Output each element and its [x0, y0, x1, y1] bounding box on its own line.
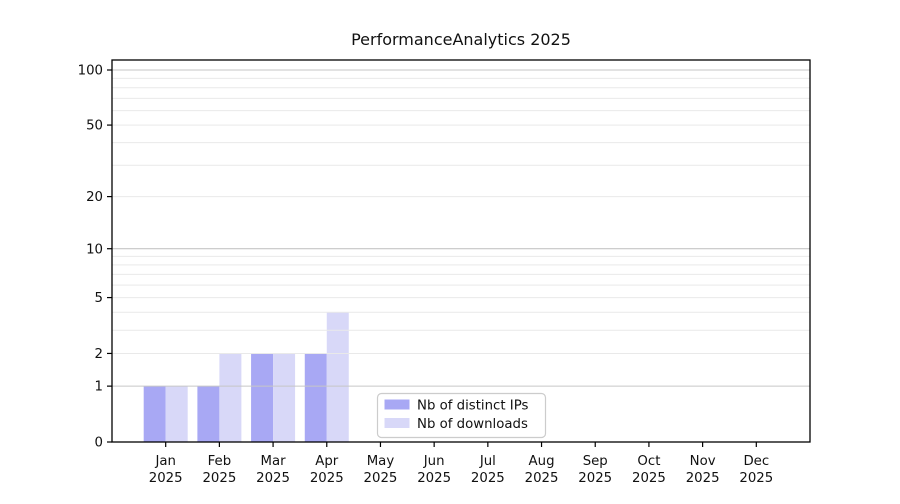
x-tick-label-month: Jan: [154, 454, 176, 469]
bar-apr-distinct-ips: [304, 353, 327, 442]
x-tick-label-year: 2025: [310, 471, 344, 486]
x-tick-label-month: Mar: [261, 454, 287, 469]
x-tick-label-year: 2025: [471, 471, 505, 486]
bar-feb-distinct-ips: [197, 386, 220, 442]
legend-swatch-distinct-ips: [384, 399, 410, 410]
bar-mar-downloads: [273, 353, 296, 442]
bar-jan-distinct-ips: [143, 386, 166, 442]
x-tick-label-year: 2025: [256, 471, 290, 486]
x-tick-label-year: 2025: [739, 471, 773, 486]
x-tick-label-month: May: [367, 454, 395, 469]
x-tick-label-year: 2025: [578, 471, 612, 486]
legend-label-distinct-ips: Nb of distinct IPs: [417, 399, 529, 414]
x-tick-label-year: 2025: [417, 471, 451, 486]
chart-title: PerformanceAnalytics 2025: [351, 30, 571, 49]
bar-apr-downloads: [326, 312, 349, 442]
y-tick-label: 1: [95, 380, 103, 395]
y-tick-label: 2: [95, 347, 103, 362]
y-tick-label: 5: [95, 291, 103, 306]
y-tick-label: 0: [95, 436, 103, 451]
y-tick-label: 100: [78, 64, 103, 79]
x-tick-label-month: Jun: [423, 454, 445, 469]
bar-feb-downloads: [219, 353, 242, 442]
legend-label-downloads: Nb of downloads: [417, 417, 528, 432]
legend-box: [376, 392, 547, 439]
y-tick-label: 50: [86, 119, 103, 134]
x-tick-label-year: 2025: [364, 471, 398, 486]
x-tick-label-month: Nov: [690, 454, 716, 469]
bar-jan-downloads: [165, 386, 188, 442]
x-tick-label-month: Jul: [479, 454, 496, 469]
legend: Nb of distinct IPs Nb of downloads: [376, 392, 547, 439]
y-tick-label: 10: [86, 242, 103, 257]
plot-border: [111, 59, 811, 443]
x-axis: Jan 2025 Feb 2025 Mar 2025 Apr 2025 May 2025 Jun 20…: [149, 442, 773, 486]
x-tick-label-year: 2025: [686, 471, 720, 486]
x-tick-label-year: 2025: [632, 471, 666, 486]
x-tick-label-month: Apr: [315, 454, 339, 469]
x-tick-label-month: Aug: [529, 454, 555, 469]
legend-swatch-downloads: [384, 418, 410, 428]
bars-layer: [143, 312, 349, 442]
y-axis: 0 1 2 5 10 20 50 100: [78, 64, 112, 451]
x-tick-label-month: Sep: [583, 454, 608, 469]
y-tick-label: 20: [86, 190, 103, 205]
x-tick-label-year: 2025: [149, 471, 183, 486]
x-tick-label-month: Feb: [208, 454, 232, 469]
bar-mar-distinct-ips: [251, 353, 274, 442]
x-tick-label-year: 2025: [202, 471, 236, 486]
x-tick-label-year: 2025: [525, 471, 559, 486]
x-tick-label-month: Oct: [637, 454, 660, 469]
x-tick-label-month: Dec: [743, 454, 769, 469]
gridlines-layer: [112, 69, 810, 387]
